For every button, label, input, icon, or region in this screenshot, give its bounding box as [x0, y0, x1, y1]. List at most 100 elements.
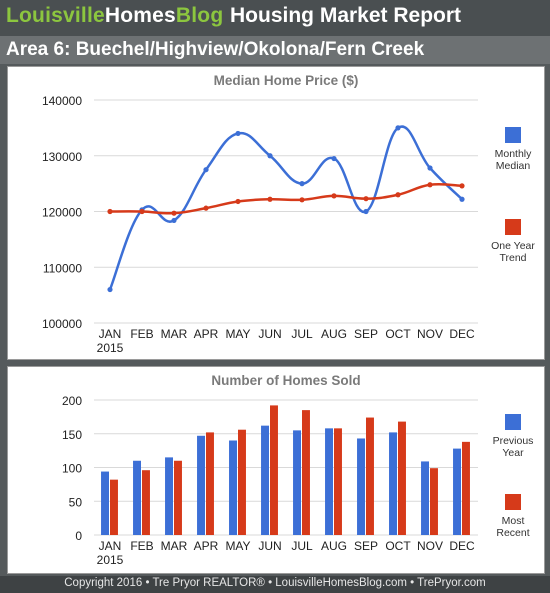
bar-previous: [357, 438, 365, 535]
legend-label-2: Recent: [496, 527, 529, 539]
brand-part-2: Homes: [104, 4, 176, 27]
data-point: [459, 183, 465, 189]
x-tick-label: FEB: [130, 539, 153, 553]
bar-previous: [261, 425, 269, 535]
x-tick-label: NOV: [417, 539, 443, 553]
bar-previous: [293, 430, 301, 535]
x-tick-label: DEC: [449, 539, 475, 553]
legend-swatch-2: [505, 219, 521, 235]
data-point: [459, 196, 465, 202]
bar-recent: [142, 470, 150, 535]
data-point: [139, 208, 145, 215]
header-bar: LouisvilleHomesBlog Housing Market Repor…: [0, 0, 550, 36]
series-line-2: [109, 182, 463, 215]
data-point: [235, 130, 241, 137]
data-point: [235, 198, 241, 205]
x-tick-label: APR: [194, 539, 219, 553]
bar-previous: [325, 428, 333, 535]
bar-previous: [101, 471, 109, 535]
x-tick-label: OCT: [385, 327, 411, 341]
data-point: [107, 208, 113, 215]
bar-previous: [197, 435, 205, 535]
bar-previous: [421, 461, 429, 535]
median-price-chart: Median Home Price ($) 100000 110000 120000 1…: [42, 73, 535, 355]
brand-part-1: Louisville: [6, 4, 105, 27]
bar-recent: [398, 421, 406, 535]
legend-swatch-1: [505, 127, 521, 143]
bar-recent: [462, 441, 470, 535]
brand-logo[interactable]: LouisvilleHomesBlog: [6, 4, 223, 28]
homes-sold-chart: Number of Homes Sold 0 50 100 150 200 JAN FEB MA…: [62, 373, 533, 567]
x-tick-label: MAY: [225, 539, 250, 553]
x-tick-label: FEB: [130, 327, 153, 341]
series-line-1: [108, 125, 463, 291]
y-tick-label: 150: [62, 428, 82, 442]
y-tick-label: 140000: [42, 94, 82, 108]
x-tick-label: MAY: [225, 327, 250, 341]
y-tick-label: 100: [62, 462, 82, 476]
bar-previous: [453, 448, 461, 535]
legend-label-1: Year: [502, 447, 524, 459]
footer-text: Copyright 2016 • Tre Pryor REALTOR® • Lo…: [64, 577, 486, 589]
data-point: [171, 210, 177, 216]
bar-previous: [133, 460, 141, 535]
data-point: [427, 182, 433, 188]
median-price-panel: Median Home Price ($) 100000 110000 120000 1…: [7, 66, 545, 360]
brand-part-3: Blog: [175, 4, 224, 27]
data-point: [363, 208, 369, 215]
data-point: [267, 196, 273, 202]
legend-swatch-1: [505, 414, 521, 430]
bar-recent: [334, 428, 342, 535]
x-tick-label: SEP: [354, 327, 378, 341]
report-title: Housing Market Report: [230, 4, 462, 27]
x-tick-label: NOV: [417, 327, 443, 341]
x-tick-label: AUG: [321, 327, 347, 341]
chart-title: Number of Homes Sold: [211, 373, 360, 388]
y-tick-label: 100000: [42, 317, 82, 331]
footer-bar: Copyright 2016 • Tre Pryor REALTOR® • Lo…: [0, 576, 550, 593]
chart-title: Median Home Price ($): [214, 73, 359, 88]
x-tick-label: AUG: [321, 539, 347, 553]
bar-previous: [229, 440, 237, 535]
data-point: [331, 193, 337, 199]
y-tick-label: 50: [69, 495, 83, 509]
legend-label-1: Monthly: [495, 148, 533, 160]
x-tick-label: APR: [194, 327, 219, 341]
x-tick-label: JUL: [291, 539, 313, 553]
x-tick-label: OCT: [385, 539, 411, 553]
x-year-label: 2015: [97, 553, 124, 567]
x-tick-label: SEP: [354, 539, 378, 553]
bar-previous: [165, 457, 173, 535]
bar-recent: [302, 410, 310, 535]
legend-label-2: One Year: [491, 240, 535, 252]
data-point: [363, 196, 369, 202]
data-point: [107, 286, 113, 293]
x-tick-label: JUL: [291, 327, 313, 341]
data-point: [203, 167, 209, 173]
data-point: [267, 153, 273, 159]
data-point: [203, 205, 209, 211]
bar-recent: [174, 460, 182, 535]
y-tick-label: 110000: [43, 261, 82, 275]
legend-swatch-2: [505, 494, 521, 510]
bar-recent: [238, 429, 246, 535]
y-tick-label: 130000: [42, 150, 82, 164]
legend-label-1: Median: [496, 160, 531, 172]
legend-label-2: Most: [502, 515, 525, 527]
x-tick-label: MAR: [161, 539, 188, 553]
homes-sold-panel: Number of Homes Sold 0 50 100 150 200 JAN FEB MA…: [7, 366, 545, 574]
bar-previous: [389, 432, 397, 535]
bar-recent: [110, 479, 118, 535]
bar-recent: [270, 405, 278, 535]
bar-recent: [430, 468, 438, 535]
x-tick-label: JUN: [258, 539, 281, 553]
data-point: [395, 192, 401, 198]
data-point: [299, 197, 305, 203]
data-point: [427, 165, 433, 171]
data-point: [299, 181, 305, 187]
x-year-label: 2015: [97, 341, 124, 355]
data-point: [331, 155, 337, 162]
x-tick-label: DEC: [449, 327, 475, 341]
area-bar: Area 6: Buechel/Highview/Okolona/Fern Cr…: [0, 36, 550, 64]
x-tick-label: JUN: [258, 327, 281, 341]
